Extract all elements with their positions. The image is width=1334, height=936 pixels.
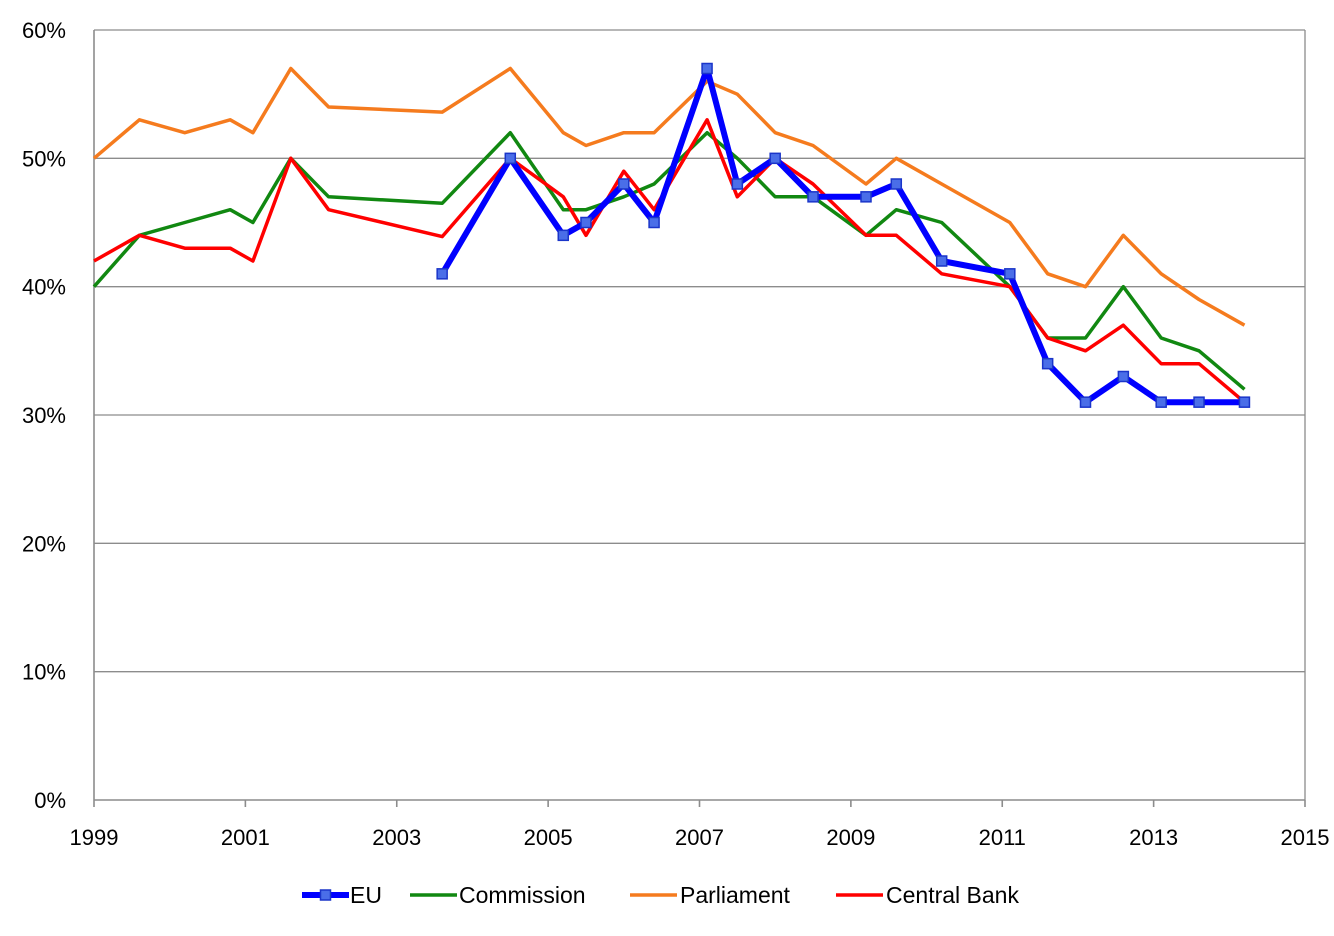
y-tick-label: 0%: [34, 788, 66, 813]
legend-item-central-bank: Central Bank: [836, 882, 1019, 908]
y-tick-label: 20%: [22, 531, 66, 556]
data-point-eu: [1041, 357, 1054, 370]
legend-marker-eu: [319, 889, 332, 901]
legend-label-eu: EU: [350, 882, 382, 908]
series-commission: [92, 130, 1246, 391]
data-point-eu: [860, 191, 872, 203]
series-central-bank: [93, 118, 1246, 404]
data-point-eu: [1155, 396, 1167, 408]
x-tick-label: 2005: [524, 825, 573, 850]
series-eu: [436, 62, 1251, 408]
data-point-eu: [1117, 370, 1130, 383]
series-line-eu: [439, 65, 1245, 406]
data-point-eu: [890, 178, 903, 190]
series-line-central-bank: [93, 118, 1246, 404]
y-tick-label: 10%: [22, 660, 66, 685]
data-point-eu: [580, 216, 592, 229]
data-point-eu: [504, 152, 517, 165]
legend-label-central-bank: Central Bank: [886, 882, 1019, 908]
axes: 0% 10% 20% 30% 40% 50% 60% 1999 2001 2003 2005 2007…: [22, 18, 1330, 850]
data-point-eu: [1193, 396, 1205, 408]
x-tick-label: 2003: [372, 825, 421, 850]
data-point-eu: [436, 268, 448, 280]
legend-item-eu: EU: [302, 882, 382, 908]
data-point-eu: [807, 191, 819, 203]
x-tick-label: 2001: [221, 825, 270, 850]
legend: EU Commission Parliament Central Bank: [302, 882, 1019, 908]
x-tick-label: 2013: [1129, 825, 1178, 850]
data-point-eu: [769, 152, 781, 165]
x-tick-label: 2015: [1281, 825, 1330, 850]
data-point-eu: [618, 178, 630, 190]
legend-item-commission: Commission: [410, 882, 586, 908]
y-tick-label: 30%: [22, 403, 66, 428]
data-point-eu: [731, 178, 744, 190]
x-tick-label: 2009: [826, 825, 875, 850]
y-tick-label: 50%: [22, 146, 66, 171]
legend-label-parliament: Parliament: [680, 882, 791, 908]
y-tick-label: 60%: [22, 18, 66, 43]
x-tick-label: 1999: [70, 825, 119, 850]
series-lines: [92, 62, 1251, 408]
legend-label-commission: Commission: [459, 882, 586, 908]
data-point-eu: [1238, 396, 1251, 408]
y-tick-label: 40%: [22, 275, 66, 300]
data-point-eu: [1004, 268, 1016, 280]
data-point-eu: [648, 216, 660, 229]
x-tick-label: 2011: [979, 825, 1026, 850]
data-point-eu: [701, 62, 713, 75]
legend-item-parliament: Parliament: [630, 882, 791, 908]
series-line-parliament: [92, 66, 1246, 327]
x-tick-label: 2007: [675, 825, 724, 850]
series-line-commission: [92, 130, 1246, 391]
series-parliament: [92, 66, 1246, 327]
data-point-eu: [1079, 396, 1092, 408]
data-point-eu: [935, 255, 948, 267]
data-point-eu: [557, 229, 570, 242]
gridlines: [94, 29, 1305, 673]
